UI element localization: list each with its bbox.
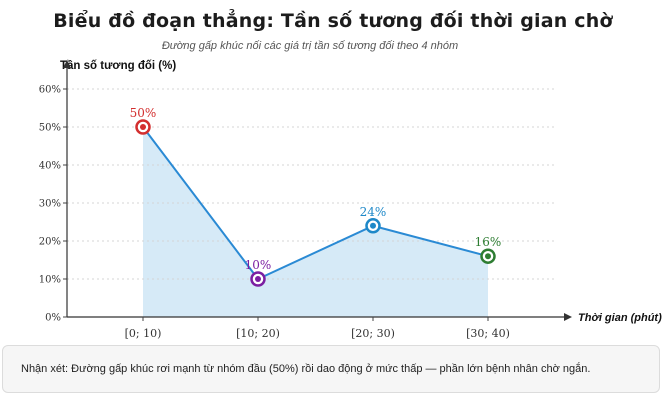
chart-title: Biểu đồ đoạn thẳng: Tần số tương đối thờ… (53, 10, 613, 32)
series-line (142, 126, 489, 281)
data-point-center (370, 222, 376, 229)
y-tick-label: 0% (45, 313, 61, 324)
note-box: Nhận xét: Đường gấp khúc rơi mạnh từ nhó… (2, 345, 660, 393)
data-point-center (140, 124, 146, 130)
data-point-center (255, 276, 261, 282)
x-tick-label: [0; 10) (125, 327, 162, 340)
area-fill (143, 127, 488, 317)
data-label: 16% (475, 235, 502, 249)
y-tick-label: 30% (39, 199, 61, 210)
data-label: 24% (360, 205, 387, 219)
data-point-center (485, 253, 491, 260)
note-text: Nhận xét: Đường gấp khúc rơi mạnh từ nhó… (21, 363, 591, 375)
x-axis-label: Thời gian (phút) (578, 312, 662, 324)
y-tick-label: 40% (39, 161, 61, 172)
x-tick-label: [10; 20) (236, 327, 280, 340)
line-chart: 0% 10% 20% 30% 40% 50% 60% Thời gian (phút) [0; … (39, 60, 662, 340)
data-label: 10% (245, 258, 272, 272)
y-tick-label: 20% (39, 237, 61, 248)
y-axis-label: Tần số tương đối (%) (60, 60, 177, 72)
y-tick-label: 50% (39, 123, 61, 134)
y-tick-label: 60% (39, 85, 61, 96)
data-label: 50% (130, 106, 157, 120)
x-tick-label: [30; 40) (466, 327, 510, 340)
y-axis-arrow (63, 60, 71, 68)
x-tick-label: [20; 30) (351, 327, 395, 340)
x-axis-arrow (564, 313, 572, 321)
chart-subtitle: Đường gấp khúc nối các giá trị tần số tư… (161, 40, 459, 52)
y-tick-label: 10% (39, 275, 61, 286)
